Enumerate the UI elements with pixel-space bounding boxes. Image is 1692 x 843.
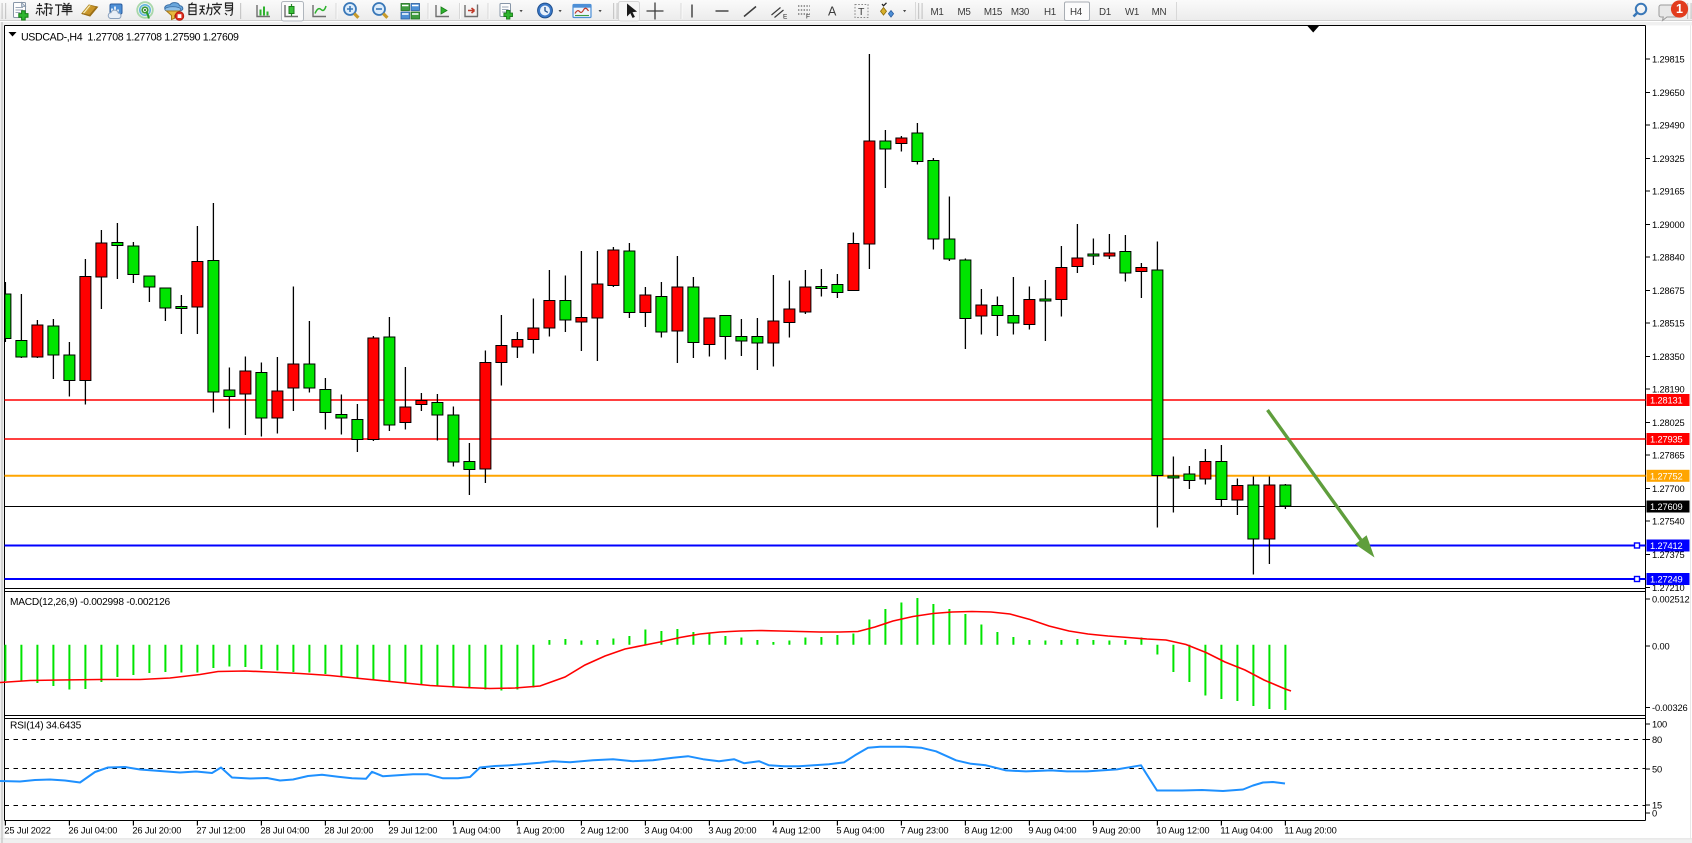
svg-text:1 Aug 04:00: 1 Aug 04:00 [452,826,500,836]
svg-text:8 Aug 12:00: 8 Aug 12:00 [964,826,1012,836]
svg-text:M1: M1 [930,7,943,18]
svg-text:1.29650: 1.29650 [1652,88,1685,98]
svg-text:4 Aug 12:00: 4 Aug 12:00 [772,826,820,836]
svg-text:1.28515: 1.28515 [1652,318,1685,328]
svg-text:1: 1 [1676,2,1683,16]
svg-text:M15: M15 [984,7,1003,18]
svg-text:28 Jul 20:00: 28 Jul 20:00 [324,826,373,836]
svg-text:RSI(14) 34.6435: RSI(14) 34.6435 [10,721,82,732]
svg-text:T: T [858,6,865,18]
svg-text:1.28675: 1.28675 [1652,286,1685,296]
svg-text:D1: D1 [1099,7,1111,18]
svg-text:MN: MN [1152,7,1167,18]
svg-text:E: E [783,14,788,21]
svg-text:9 Aug 20:00: 9 Aug 20:00 [1092,826,1140,836]
svg-text:A: A [828,5,837,19]
svg-text:1.27210: 1.27210 [1652,583,1685,593]
svg-text:1.28131: 1.28131 [1650,396,1683,406]
svg-text:1 Aug 20:00: 1 Aug 20:00 [516,826,564,836]
svg-text:1.28840: 1.28840 [1652,252,1685,262]
svg-text:5 Aug 04:00: 5 Aug 04:00 [836,826,884,836]
svg-text:1.27700: 1.27700 [1652,484,1685,494]
svg-text:0.00: 0.00 [1652,641,1670,651]
svg-text:9 Aug 04:00: 9 Aug 04:00 [1028,826,1076,836]
svg-text:28 Jul 04:00: 28 Jul 04:00 [260,826,309,836]
svg-text:0: 0 [1652,808,1657,818]
svg-text:1.29490: 1.29490 [1652,120,1685,130]
svg-text:15: 15 [1652,800,1662,810]
svg-text:W1: W1 [1125,7,1139,18]
svg-text:F: F [806,14,810,21]
svg-text:80: 80 [1652,735,1662,745]
svg-text:10 Aug 12:00: 10 Aug 12:00 [1156,826,1209,836]
svg-text:50: 50 [1652,764,1662,774]
svg-text:1.27609: 1.27609 [1650,502,1683,512]
svg-text:1.28025: 1.28025 [1652,418,1685,428]
svg-text:M5: M5 [957,7,971,18]
svg-text:11 Aug 20:00: 11 Aug 20:00 [1284,826,1336,836]
svg-text:3 Aug 04:00: 3 Aug 04:00 [644,826,692,836]
svg-text:100: 100 [1652,719,1667,729]
svg-text:2 Aug 12:00: 2 Aug 12:00 [580,826,628,836]
svg-text:M30: M30 [1011,7,1030,18]
svg-text:MACD(12,26,9) -0.002998 -0.002: MACD(12,26,9) -0.002998 -0.002126 [10,597,171,608]
svg-text:1.27375: 1.27375 [1652,550,1685,560]
svg-text:11 Aug 04:00: 11 Aug 04:00 [1220,826,1272,836]
svg-text:27 Jul 12:00: 27 Jul 12:00 [196,826,245,836]
svg-text:USDCAD-,H4 1.27708 1.27708 1.: USDCAD-,H4 1.27708 1.27708 1.27590 1.276… [21,32,239,44]
svg-text:1.29165: 1.29165 [1652,186,1685,196]
svg-text:1.27412: 1.27412 [1650,541,1683,551]
svg-text:1.29325: 1.29325 [1652,154,1685,164]
svg-text:1.27865: 1.27865 [1652,450,1685,460]
svg-text:1.27249: 1.27249 [1650,575,1683,585]
svg-text:1.27540: 1.27540 [1652,516,1685,526]
svg-text:-0.00326: -0.00326 [1652,703,1688,713]
svg-text:7 Aug 23:00: 7 Aug 23:00 [900,826,948,836]
svg-text:25 Jul 2022: 25 Jul 2022 [4,826,50,836]
svg-text:H1: H1 [1044,7,1056,18]
svg-text:1.28350: 1.28350 [1652,352,1685,362]
svg-text:26 Jul 04:00: 26 Jul 04:00 [68,826,117,836]
svg-text:0.002512: 0.002512 [1652,594,1690,604]
svg-text:1.27752: 1.27752 [1650,471,1683,481]
svg-text:1.28190: 1.28190 [1652,384,1685,394]
svg-text:29 Jul 12:00: 29 Jul 12:00 [388,826,437,836]
svg-text:26 Jul 20:00: 26 Jul 20:00 [132,826,181,836]
svg-text:1.29815: 1.29815 [1652,54,1685,64]
svg-text:H4: H4 [1070,7,1083,18]
svg-text:1.27935: 1.27935 [1650,435,1683,445]
svg-text:1.29000: 1.29000 [1652,220,1685,230]
svg-text:3 Aug 20:00: 3 Aug 20:00 [708,826,756,836]
